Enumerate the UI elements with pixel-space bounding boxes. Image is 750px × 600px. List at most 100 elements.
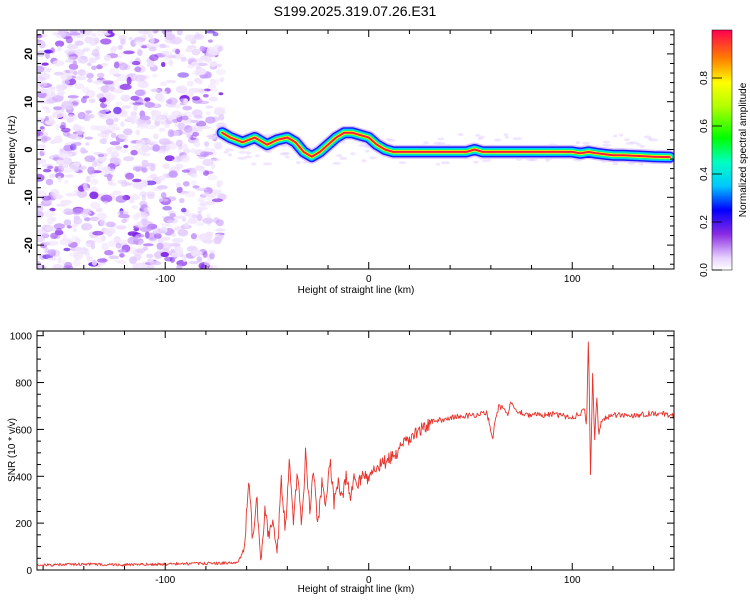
noise-speckle xyxy=(180,56,187,62)
noise-speckle xyxy=(262,162,273,166)
y-tick-label: -10 xyxy=(23,189,35,205)
y-tick-label: 0 xyxy=(26,566,32,577)
noise-speckle xyxy=(116,225,127,230)
noise-speckle xyxy=(71,235,78,240)
y-tick-label: 1000 xyxy=(10,332,33,343)
noise-speckle xyxy=(387,138,396,142)
noise-speckle xyxy=(612,162,619,166)
noise-speckle xyxy=(61,157,73,166)
noise-speckle xyxy=(224,148,234,152)
noise-speckle xyxy=(216,219,224,227)
noise-speckle xyxy=(167,129,175,138)
noise-speckle xyxy=(99,138,108,145)
noise-speckle xyxy=(124,182,133,186)
noise-speckle xyxy=(61,79,70,86)
noise-speckle xyxy=(97,86,108,91)
noise-speckle xyxy=(177,122,186,131)
noise-speckle xyxy=(147,193,155,200)
noise-speckle xyxy=(200,200,206,207)
noise-speckle xyxy=(91,65,97,71)
noise-speckle xyxy=(64,106,73,110)
noise-speckle xyxy=(210,87,219,93)
noise-speckle xyxy=(628,141,639,145)
noise-speckle xyxy=(192,132,200,137)
colorbar-tick-label: 0.4 xyxy=(699,167,710,181)
noise-speckle xyxy=(87,62,92,67)
noise-speckle xyxy=(493,138,502,142)
noise-speckle xyxy=(171,233,177,237)
noise-speckle xyxy=(146,119,152,125)
noise-speckle xyxy=(102,78,107,85)
noise-speckle xyxy=(218,92,224,96)
noise-speckle xyxy=(146,125,157,130)
noise-speckle xyxy=(68,251,80,257)
noise-speckle xyxy=(41,136,52,141)
noise-speckle xyxy=(130,149,138,156)
x-tick-label: 0 xyxy=(366,274,372,285)
noise-speckle xyxy=(202,170,210,176)
noise-speckle xyxy=(213,107,226,116)
noise-speckle xyxy=(115,101,123,106)
noise-speckle xyxy=(42,232,49,238)
colorbar-ticks: 0.0 0.2 0.4 0.6 0.8 xyxy=(699,71,722,277)
noise-speckle xyxy=(191,70,203,76)
noise-speckle xyxy=(54,230,64,236)
noise-speckle xyxy=(209,78,216,85)
noise-speckle xyxy=(205,105,214,109)
noise-speckle xyxy=(196,213,203,222)
colorbar-tick-label: 0.8 xyxy=(699,71,710,85)
noise-speckle xyxy=(218,114,225,121)
noise-speckle xyxy=(93,80,105,85)
noise-speckle xyxy=(141,179,148,188)
noise-speckle xyxy=(193,125,204,131)
noise-speckle xyxy=(602,140,611,144)
noise-speckle xyxy=(37,203,44,212)
noise-speckle xyxy=(66,69,77,75)
noise-speckle xyxy=(60,199,72,205)
noise-speckle xyxy=(350,152,356,156)
noise-speckle xyxy=(77,55,89,64)
noise-speckle xyxy=(97,30,105,37)
noise-speckle xyxy=(136,124,148,129)
noise-speckle xyxy=(37,158,47,164)
noise-speckle xyxy=(639,162,644,166)
noise-speckle xyxy=(201,191,210,197)
noise-speckle xyxy=(55,40,65,47)
y-tick-label: 200 xyxy=(15,519,32,530)
noise-speckle xyxy=(254,154,260,158)
noise-speckle xyxy=(207,39,213,43)
noise-speckle xyxy=(173,52,182,60)
noise-speckle xyxy=(175,215,186,219)
noise-speckle xyxy=(163,55,171,61)
noise-speckle xyxy=(245,151,252,155)
noise-speckle xyxy=(97,155,108,163)
noise-speckle xyxy=(58,30,68,34)
noise-speckle xyxy=(176,186,183,194)
noise-speckle xyxy=(361,159,367,163)
noise-speckle xyxy=(96,93,105,99)
noise-speckle xyxy=(91,259,97,266)
noise-speckle xyxy=(175,85,188,94)
noise-speckle xyxy=(171,158,182,163)
noise-speckle xyxy=(159,81,167,87)
noise-speckle xyxy=(137,49,143,56)
noise-speckle xyxy=(45,52,50,59)
noise-speckle xyxy=(155,114,166,123)
noise-speckle xyxy=(100,194,113,203)
noise-speckle xyxy=(58,163,64,170)
noise-speckle xyxy=(624,138,630,142)
noise-speckle xyxy=(143,206,151,214)
noise-speckle xyxy=(63,144,74,152)
noise-speckle xyxy=(209,148,216,157)
noise-speckle xyxy=(177,145,182,154)
noise-speckle xyxy=(86,240,96,244)
noise-speckle xyxy=(504,135,509,139)
noise-speckle xyxy=(144,97,151,102)
noise-speckle xyxy=(120,38,126,46)
noise-speckle xyxy=(87,78,93,83)
noise-speckle xyxy=(160,242,172,251)
noise-speckle xyxy=(209,249,216,254)
noise-speckle xyxy=(102,80,114,85)
